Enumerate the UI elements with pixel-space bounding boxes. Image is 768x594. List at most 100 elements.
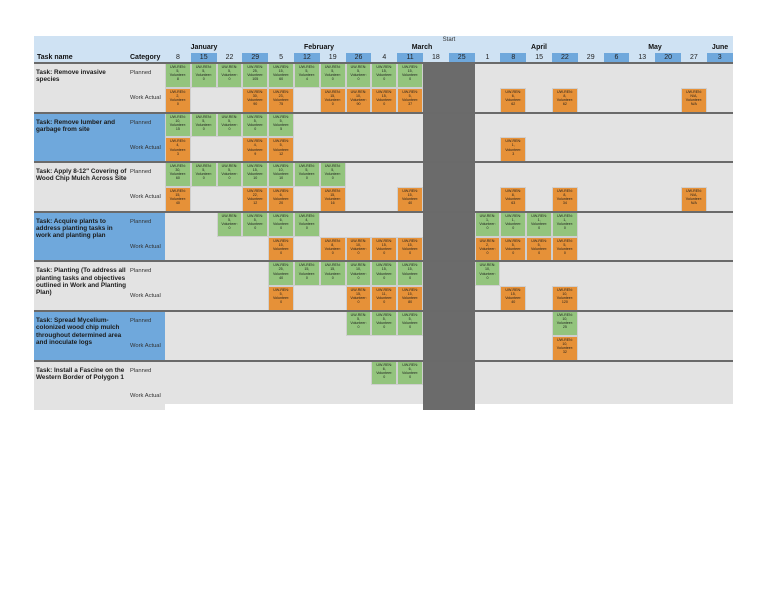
cell-line: 0 [280,226,283,231]
planned-cell: UW-REN: 15, Volunteer: 0 [319,261,346,287]
task-label-bg [34,211,165,262]
planned-cell: UW-REN: 10, Volunteer: 25 [552,311,578,336]
cell-line: Volunteer: [376,97,393,102]
row-separator [34,310,733,312]
task-name: Task: Spread Mycelium-colonized wood chi… [36,317,122,346]
cell-line: 0 [331,250,334,255]
cell-line: UW-REN: [557,189,573,193]
category-planned: Planned [130,268,152,275]
cell-line: 5, [305,69,309,74]
cell-line: 5, [176,69,180,74]
cell-line: UW-REN: [376,288,393,293]
cell-line: 5, [202,168,206,173]
cell-line: 10, [278,168,284,173]
cell-line: Volunteer: [376,370,393,375]
cell-line: 11, [381,292,387,297]
cell-line: Volunteer: [272,271,290,276]
cell-line: UW-REN: [324,65,341,69]
cell-line: 0 [228,126,231,131]
cell-line: 0 [383,250,386,255]
cell-line: UW-REN: [376,263,393,268]
actual-cell: UW-REN: 15, Volunteer: 0 [268,236,294,262]
cell-line: Volunteer: [298,172,315,177]
cell-line: Volunteer: [505,246,522,251]
cell-line: 5, [356,317,360,322]
actual-cell: UW-REN: 22, Volunteer: 12 [242,187,269,212]
week-label: 20 [655,53,681,62]
week-label: 18 [432,54,440,61]
planned-cell: UW-REN: 15, Volunteer: 0 [397,261,423,287]
cell-line: 5, [279,292,283,297]
cell-line: Volunteer: [247,197,264,202]
cell-line: 0 [331,77,334,82]
month-label: March [411,44,433,51]
cell-line: 0 [280,250,283,255]
cell-line: N/A [690,102,697,107]
cell-line: Volunteer: [401,246,419,251]
cell-line: UW-REN: [479,213,496,218]
cell-line: 0 [357,325,360,330]
cell-line: 0 [383,325,386,330]
actual-cell: UW-REN: 15, Volunteer: 80 [397,286,423,311]
cell-line: 63 [511,201,516,206]
cell-line: UW-REN: [170,189,186,193]
cell-line: 5, [202,69,206,74]
cell-line: 4 [305,77,308,82]
cell-line: 6, [279,193,283,198]
cell-line: 0 [563,250,566,255]
cell-line: 8, [331,242,335,247]
cell-line: Volunteer: [350,296,367,301]
actual-cell: UW-REN: 30, Volunteer: 90 [242,87,269,113]
cell-line: Volunteer: [376,271,393,276]
cell-line: UW-REN: [350,65,367,69]
cell-line: UW-REN: [273,89,289,94]
cell-line: UW-REN: [402,313,418,317]
cell-line: 8 [176,77,179,82]
cell-line: UW-REN: [479,263,496,268]
cell-line: 40 [408,201,413,206]
cell-line: 0 [486,250,489,255]
cell-line: 0 [409,275,412,280]
category-actual: Work Actual [130,392,161,399]
week-label: 22 [552,53,578,62]
row-separator [34,210,733,213]
cell-line: UW-REN: [505,213,522,218]
planned-cell: UW-REN: 15, Volunteer: 0 [371,261,398,287]
cell-line: Volunteer: [324,97,341,102]
actual-cell: UW-REN: 4, Volunteer: 3 [165,137,191,163]
cell-line: UW-REN: [531,213,547,218]
cell-line: Volunteer: [556,321,573,326]
week-label: 29 [242,53,269,62]
cell-line: 4, [176,143,180,148]
actual-cell: UW-REN: 15, Volunteer: 16 [319,187,346,212]
cell-line: 8, [563,93,567,98]
cell-line: Volunteer: [556,246,573,251]
actual-cell: UW-REN: 2, Volunteer: 0 [165,87,191,113]
cell-line: UW-REN: [221,114,238,119]
cell-line: Volunteer: [556,97,573,102]
cell-line: UW-REN: [247,114,264,119]
cell-line: Volunteer: [530,246,548,251]
planned-cell: UW-REN: 15, Volunteer: 0 [371,63,398,88]
cell-line: UW-REN: [273,213,289,218]
cell-line: 10, [355,93,361,98]
cell-line: 5, [202,118,206,123]
week-label: 27 [690,54,698,61]
cell-line: 6, [279,217,283,222]
month-label: January [190,44,218,51]
cell-line: Volunteer: [272,97,290,102]
cell-line: 10, [562,341,568,346]
cell-line: Volunteer: [169,73,186,78]
cell-line: UW-REN: [350,313,367,317]
planned-cell: UW-REN: 5, Volunteer: 8 [165,63,191,88]
cell-line: 20 [279,201,284,206]
planned-cell: UW-REN: 5, Volunteer: 0 [216,162,243,187]
actual-cell: UW-REN: 8, Volunteer: 34 [552,187,578,212]
cell-line: Volunteer: [556,197,573,202]
cell-line: 15, [304,267,310,272]
cell-line: 8, [563,193,567,198]
cell-line: UW-REN: [505,89,522,94]
cell-line: 5, [408,93,412,98]
cell-line: 10 [253,176,258,181]
row-separator [34,111,733,114]
